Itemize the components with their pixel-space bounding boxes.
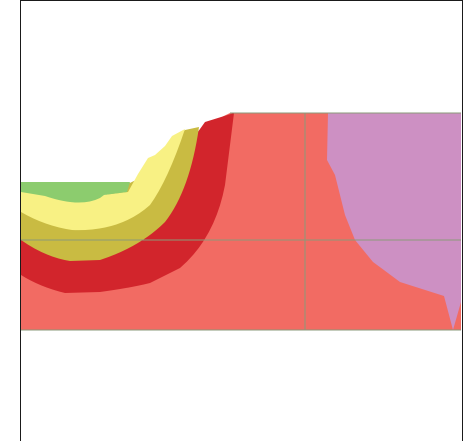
- violet-intrusion: [327, 113, 461, 330]
- frame-top-border: [20, 0, 463, 1]
- yellow-layer: [21, 129, 185, 231]
- green-layer: [21, 182, 130, 203]
- frame-left-border: [20, 0, 21, 441]
